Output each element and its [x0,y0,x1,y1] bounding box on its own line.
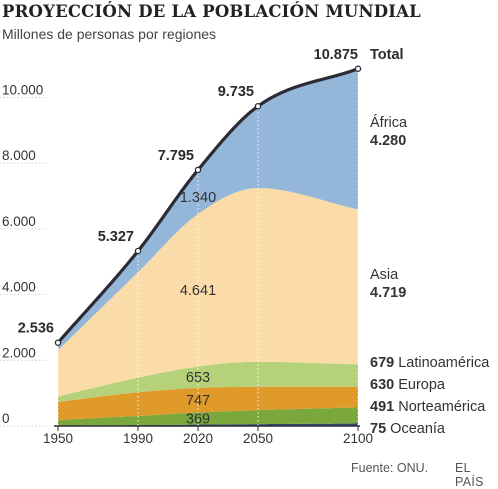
region-name-label: Oceanía [390,421,446,437]
source-note: Fuente: ONU. [351,461,429,475]
total-value-label: 7.795 [158,148,194,164]
total-point [194,166,202,174]
total-point [134,247,142,255]
x-tick-label: 1990 [123,431,153,446]
chart-subtitle: Millones de personas por regiones [2,26,217,42]
y-tick-label: 0 [2,411,10,426]
total-value-label: 5.327 [98,229,134,245]
publisher-logo: EL PAÍS [455,461,484,489]
area-asia [58,188,358,397]
y-tick-label: 2.000 [2,345,36,360]
inside-value-label: 747 [186,393,210,409]
area-africa [58,68,358,351]
total-value-label: 9.735 [218,84,254,100]
total-line-group [54,65,362,346]
total-point [254,102,262,110]
y-tick-label: 4.000 [2,280,36,295]
grid-lines [57,60,359,426]
region-value-label: 75 [370,421,390,437]
chart-title: PROYECCIÓN DE LA POBLACIÓN MUNDIAL [2,2,421,21]
total-value-label: 10.875 [314,47,358,63]
region-name-label: Europa [398,377,446,393]
chart-labels: 2.536 5.327 7.795 9.735 10.875 Total 1.340 4.64… [18,47,491,437]
total-point [54,339,62,346]
y-tick-label: 10.000 [2,83,43,98]
region-label-oceania: 75 Oceanía [370,421,446,437]
region-value-label: 679 [370,355,398,371]
region-value-label: 630 [370,377,398,393]
y-tick-label: 8.000 [2,148,36,163]
inside-value-label: 653 [186,370,210,386]
total-series-label: Total [370,47,404,63]
total-line [56,67,360,345]
axes: 1950 1990 2020 2050 2100 0 2.000 4.000 6.000 8.00… [0,83,373,446]
total-value-label: 2.536 [18,321,54,337]
region-label-latinoamerica: 679 Latinoamérica [370,355,490,371]
region-value-label: 491 [370,399,398,415]
area-latinoamerica [58,361,358,402]
inside-value-label: 4.641 [180,283,216,299]
region-name-label: Norteamérica [398,399,486,415]
region-value-label: 4.719 [370,285,406,301]
region-label-europa: 630 Europa [370,377,446,393]
x-tick-label: 2020 [183,431,213,446]
inside-value-label: 369 [186,412,210,428]
region-value-label: 4.280 [370,133,406,149]
y-tick-label: 6.000 [2,214,36,229]
x-tick-label: 1950 [43,431,73,446]
area-norteamerica [58,407,358,426]
region-name-label: África [370,114,408,131]
x-tick-label: 2050 [243,431,273,446]
stacked-areas [58,68,358,426]
total-point [354,65,362,73]
x-tick-label: 2100 [343,431,373,446]
region-label-norteamerica: 491 Norteamérica [370,399,486,415]
region-name-label: Latinoamérica [398,355,490,371]
inside-value-label: 1.340 [180,190,216,206]
area-europa [58,386,358,420]
region-name-label: Asia [370,267,399,283]
